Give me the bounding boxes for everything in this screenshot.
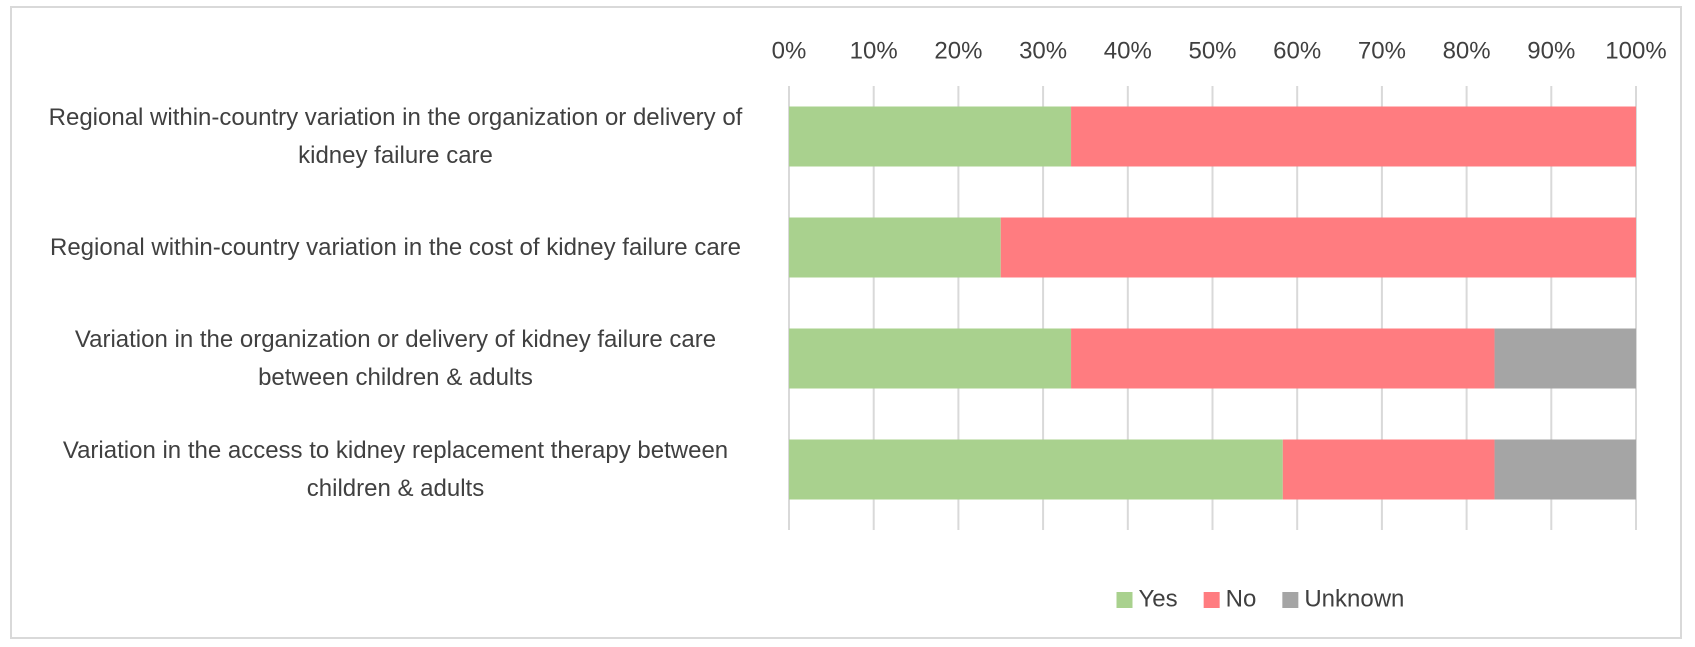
bar-segment <box>789 106 1072 167</box>
x-tick-label: 40% <box>1104 37 1152 64</box>
bar-segment <box>1000 217 1636 278</box>
y-tick-label: Variation in the access to kidney replac… <box>62 436 729 502</box>
x-tick-label: 80% <box>1443 37 1491 64</box>
chart-frame <box>10 6 1682 639</box>
bar-segment <box>1494 439 1636 500</box>
x-tick-label: 10% <box>850 37 898 64</box>
legend-label: Yes <box>1139 585 1178 612</box>
bar-segment <box>1282 439 1495 500</box>
bar-segment <box>789 328 1072 389</box>
x-tick-label: 100% <box>1605 37 1666 64</box>
bar-segment <box>1071 106 1636 167</box>
x-tick-label: 50% <box>1188 37 1236 64</box>
legend-swatch <box>1116 592 1133 608</box>
legend-swatch <box>1203 592 1220 608</box>
y-tick-label: Variation in the organization or deliver… <box>74 325 717 391</box>
legend-label: Unknown <box>1304 585 1404 612</box>
bar-segment <box>789 439 1283 500</box>
x-tick-label: 70% <box>1358 37 1406 64</box>
y-tick-label: Regional within-country variation in the… <box>48 103 743 169</box>
bar-segment <box>1071 328 1495 389</box>
x-tick-label: 0% <box>772 37 807 64</box>
legend-label: No <box>1226 585 1257 612</box>
x-tick-label: 60% <box>1273 37 1321 64</box>
bar-segment <box>1494 328 1636 389</box>
bar-segment <box>789 217 1001 278</box>
x-tick-label: 20% <box>934 37 982 64</box>
legend-swatch <box>1282 592 1299 608</box>
x-tick-label: 90% <box>1527 37 1575 64</box>
y-tick-label: Regional within-country variation in the… <box>49 233 742 261</box>
x-tick-label: 30% <box>1019 37 1067 64</box>
